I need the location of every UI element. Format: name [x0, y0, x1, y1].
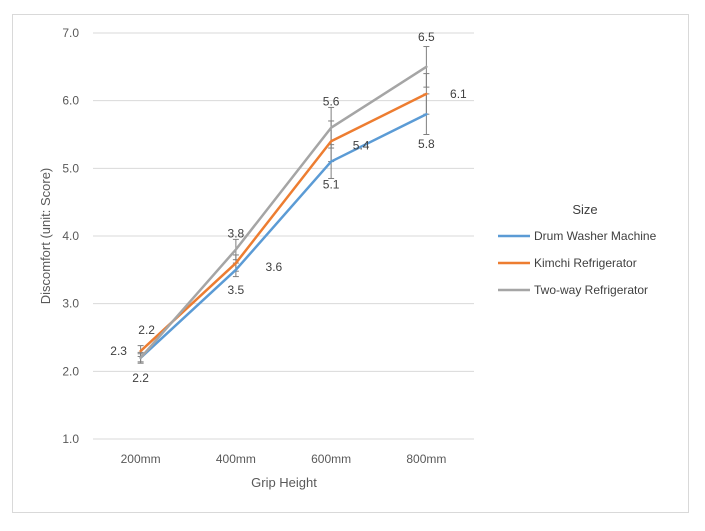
y-axis-title: Discomfort (unit: Score)	[38, 168, 53, 305]
data-label-2-2: 5.6	[323, 95, 340, 109]
x-tick-label-3: 800mm	[406, 452, 446, 466]
y-tick-label-5: 6.0	[62, 94, 79, 108]
y-tick-label-4: 5.0	[62, 161, 79, 175]
series-line-0	[139, 112, 428, 360]
data-label-0-1: 3.5	[228, 283, 245, 297]
legend-title: Size	[572, 202, 597, 217]
legend-label-2: Two-way Refrigerator	[534, 283, 648, 297]
x-tick-labels: 200mm 400mm 600mm 800mm	[121, 452, 447, 466]
legend: Size Drum Washer Machine Kimchi Refrigera…	[498, 202, 657, 297]
y-tick-labels: 1.0 2.0 3.0 4.0 5.0 6.0 7.0	[62, 26, 79, 446]
x-axis-title: Grip Height	[251, 475, 317, 490]
data-label-1-3: 6.1	[450, 87, 467, 101]
data-label-1-0: 2.3	[110, 344, 127, 358]
data-label-1-1: 3.6	[266, 260, 283, 274]
data-label-0-0: 2.2	[132, 371, 149, 385]
data-label-2-1: 3.8	[228, 227, 245, 241]
legend-label-0: Drum Washer Machine	[534, 229, 657, 243]
y-tick-label-2: 3.0	[62, 297, 79, 311]
data-label-2-0: 2.2	[138, 323, 155, 337]
series-lines	[139, 65, 428, 360]
series-line-2	[139, 65, 428, 360]
chart-frame	[12, 14, 689, 513]
data-labels: 2.2 3.5 5.1 5.8 2.3 3.6 5.4 6.1 2.2 3.8 5.6 6.5	[110, 30, 467, 385]
data-label-1-2: 5.4	[353, 138, 370, 152]
legend-label-1: Kimchi Refrigerator	[534, 256, 637, 270]
data-label-0-3: 5.8	[418, 137, 435, 151]
y-tick-label-3: 4.0	[62, 229, 79, 243]
data-label-0-2: 5.1	[323, 178, 340, 192]
gridlines	[93, 32, 474, 440]
data-label-2-3: 6.5	[418, 30, 435, 44]
x-tick-label-0: 200mm	[121, 452, 161, 466]
y-tick-label-1: 2.0	[62, 364, 79, 378]
x-tick-label-1: 400mm	[216, 452, 256, 466]
x-tick-label-2: 600mm	[311, 452, 351, 466]
y-tick-label-6: 7.0	[62, 26, 79, 40]
series-line-1	[139, 92, 428, 353]
y-tick-label-0: 1.0	[62, 432, 79, 446]
